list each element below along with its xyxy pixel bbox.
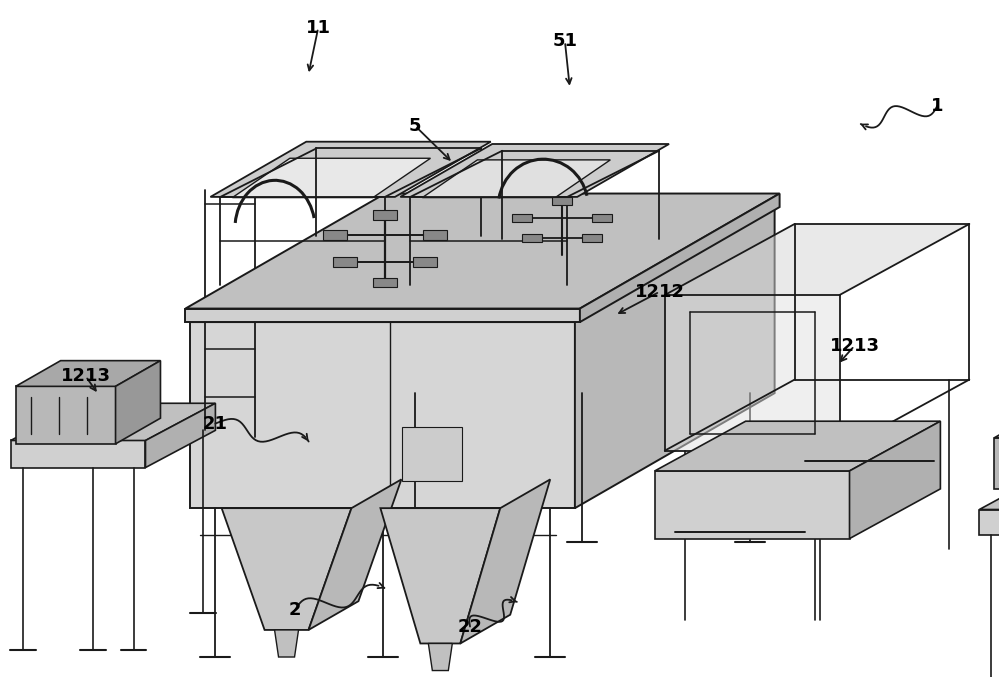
Polygon shape [185,193,780,308]
Polygon shape [323,231,347,240]
Text: 1213: 1213 [830,337,880,355]
Polygon shape [552,197,572,205]
Text: 1212: 1212 [635,283,685,300]
Polygon shape [402,427,462,481]
Polygon shape [16,386,116,444]
Polygon shape [428,643,452,671]
Polygon shape [512,214,532,222]
Text: 22: 22 [458,618,483,635]
Polygon shape [400,144,669,197]
Polygon shape [333,258,357,267]
Polygon shape [190,322,575,508]
Polygon shape [460,479,550,643]
Polygon shape [665,295,840,451]
Polygon shape [232,158,430,197]
Polygon shape [145,403,215,468]
Polygon shape [11,441,145,468]
Polygon shape [994,438,1000,489]
Polygon shape [582,234,602,242]
Polygon shape [275,630,299,657]
Polygon shape [665,224,969,295]
Polygon shape [850,421,940,538]
Polygon shape [423,231,447,240]
Polygon shape [309,479,401,630]
Polygon shape [116,361,160,444]
Polygon shape [422,160,610,197]
Polygon shape [580,193,780,322]
Polygon shape [185,308,580,322]
Polygon shape [222,508,351,630]
Polygon shape [210,142,491,197]
Polygon shape [979,475,1000,509]
Text: 21: 21 [203,414,228,433]
Text: 2: 2 [289,601,302,618]
Polygon shape [994,416,1000,438]
Polygon shape [373,210,397,220]
Polygon shape [522,234,542,242]
Text: 5: 5 [409,117,421,135]
Polygon shape [16,361,160,386]
Polygon shape [380,508,500,643]
Polygon shape [575,207,775,508]
Polygon shape [979,509,1000,535]
Text: 51: 51 [552,33,577,50]
Polygon shape [11,403,215,441]
Polygon shape [655,471,850,538]
Text: 1: 1 [931,96,944,115]
Polygon shape [655,421,940,471]
Polygon shape [373,278,397,287]
Polygon shape [190,207,775,322]
Polygon shape [413,258,437,267]
Text: 1213: 1213 [61,367,111,385]
Text: 11: 11 [306,19,331,37]
Polygon shape [592,214,612,222]
